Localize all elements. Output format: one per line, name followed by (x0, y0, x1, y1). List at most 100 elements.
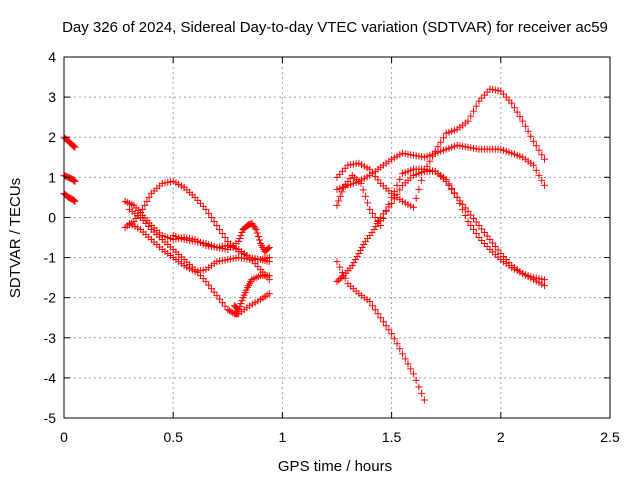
data-point (461, 204, 469, 212)
data-point (456, 197, 464, 205)
data-point (450, 189, 458, 197)
data-point (385, 326, 393, 334)
data-point (205, 209, 213, 217)
data-points (60, 85, 548, 404)
series-s13 (333, 165, 548, 284)
data-point (235, 306, 243, 314)
data-point (338, 273, 346, 281)
data-point (358, 244, 366, 252)
data-point (216, 225, 224, 233)
y-tick-label: 1 (48, 169, 56, 185)
data-point (251, 224, 259, 232)
data-point (335, 276, 343, 284)
data-point (415, 185, 423, 193)
x-tick-label: 0.5 (163, 429, 183, 445)
data-point (213, 292, 221, 300)
data-point (491, 243, 499, 251)
x-tick-label: 0 (60, 429, 68, 445)
data-point (221, 234, 229, 241)
data-point (70, 177, 78, 185)
data-point (348, 262, 356, 270)
data-point (532, 166, 540, 174)
data-point (426, 157, 434, 165)
data-point (519, 117, 527, 125)
data-point (341, 274, 349, 282)
data-point (475, 221, 483, 229)
y-tick-label: -2 (44, 290, 57, 306)
series-s12 (333, 167, 548, 290)
data-point (253, 229, 261, 237)
data-point (431, 147, 439, 155)
data-point (524, 127, 532, 135)
data-point (352, 256, 360, 264)
data-point (366, 165, 374, 173)
data-point (333, 258, 341, 266)
data-point (540, 276, 548, 284)
data-point (396, 175, 404, 183)
data-point (374, 217, 382, 225)
data-point (379, 214, 387, 222)
data-point (202, 278, 210, 286)
data-point (521, 122, 529, 130)
data-point (464, 217, 472, 225)
data-point (453, 193, 461, 201)
data-point (69, 176, 77, 184)
data-point (71, 197, 79, 205)
data-point (368, 209, 376, 217)
data-point (359, 186, 367, 194)
data-point (467, 221, 475, 229)
data-point (470, 107, 477, 115)
data-point (530, 137, 538, 145)
data-point (238, 228, 246, 236)
chart-title: Day 326 of 2024, Sidereal Day-to-day VTE… (62, 19, 608, 36)
data-point (202, 205, 210, 213)
data-point (472, 102, 480, 110)
data-point (540, 181, 548, 189)
x-tick-label: 1.5 (382, 429, 402, 445)
data-point (265, 272, 273, 280)
data-point (371, 172, 379, 180)
data-point (538, 151, 546, 159)
data-point (540, 282, 548, 290)
data-point (390, 335, 398, 343)
data-point (69, 142, 77, 150)
data-point (377, 314, 385, 322)
data-point (472, 218, 480, 226)
data-point (418, 389, 426, 397)
data-point (388, 193, 396, 201)
data-point (372, 222, 380, 230)
data-point (412, 376, 420, 384)
data-point (71, 177, 79, 185)
data-point (404, 360, 412, 368)
data-point (236, 235, 244, 243)
y-tick-label: -4 (44, 370, 57, 386)
data-point (396, 186, 404, 194)
data-point (516, 113, 524, 121)
data-point (356, 247, 364, 255)
data-point (470, 214, 477, 222)
data-point (336, 192, 344, 200)
data-point (360, 241, 368, 249)
data-point (355, 250, 363, 258)
series-s10 (333, 141, 548, 193)
data-point (336, 275, 344, 283)
data-point (459, 200, 467, 208)
data-point (418, 176, 426, 184)
data-point (336, 263, 344, 271)
series-s7 (126, 205, 273, 318)
y-tick-label: -5 (44, 410, 57, 426)
data-point (218, 299, 226, 307)
data-point (445, 181, 453, 189)
data-point (238, 297, 246, 305)
data-point (439, 134, 447, 142)
data-point (464, 207, 472, 215)
data-point (489, 239, 497, 247)
axis-ticks: 0 0.5 1 1.5 2 2.5 -5 -4 -3 -2 -1 0 1 2 3 4 (44, 49, 620, 445)
data-point (409, 203, 417, 211)
y-tick-label: 3 (48, 89, 56, 105)
data-point (467, 211, 475, 219)
data-point (255, 236, 263, 244)
data-point (513, 108, 521, 116)
data-point (409, 370, 417, 378)
